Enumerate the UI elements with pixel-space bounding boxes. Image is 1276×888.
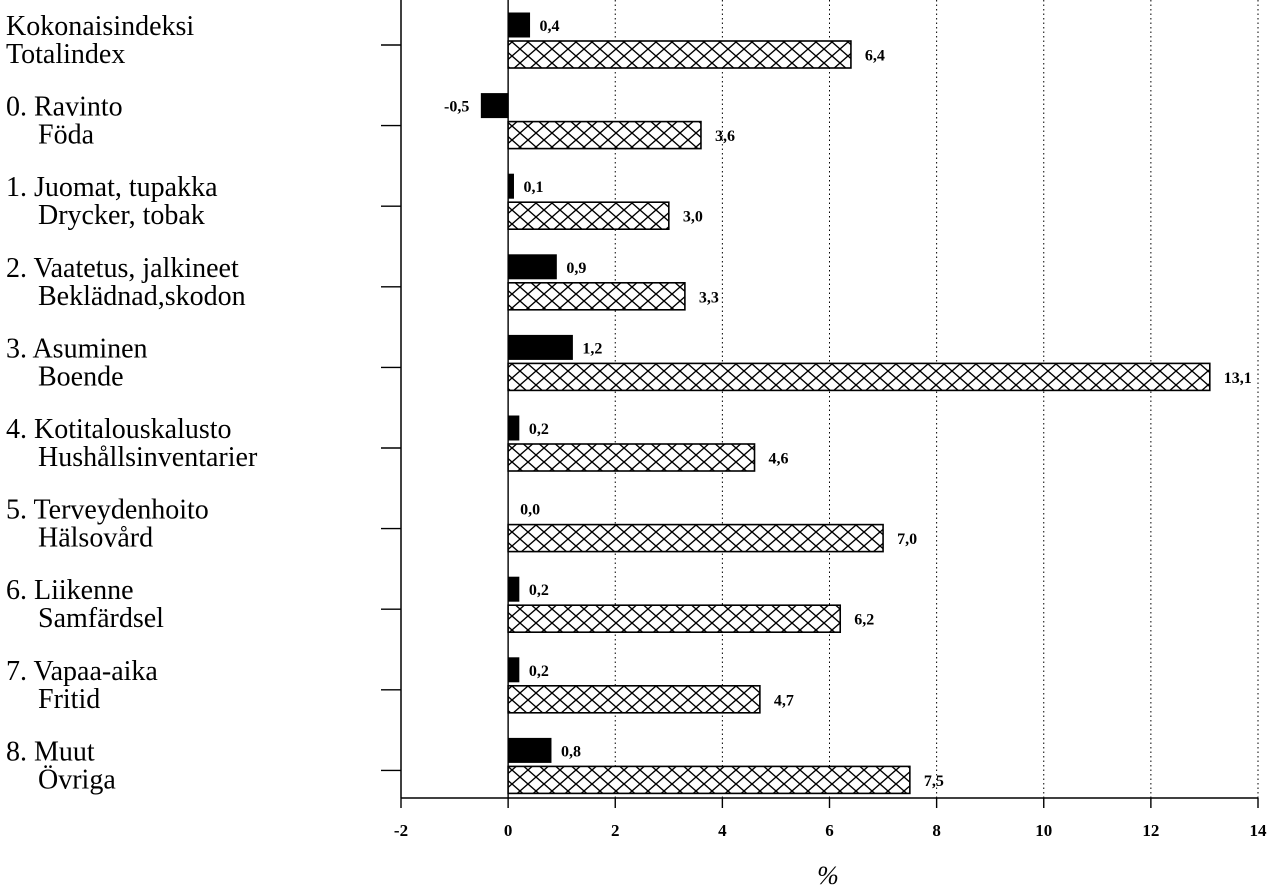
data-label: 0,2 [529,421,549,438]
data-label: 0,4 [540,18,560,35]
x-tick-label: 6 [825,821,834,840]
category-label-sv: Övriga [38,764,116,795]
data-label: 4,7 [774,692,794,709]
data-label: 0,8 [561,743,581,760]
bar-crosshatch [507,120,702,150]
data-label: 0,0 [520,502,540,519]
x-tick-label: 14 [1250,821,1268,840]
category-label-fi: 1. Juomat, tupakka [6,172,218,203]
category-label-sv: Hushållsinventarier [38,442,258,473]
category-label-fi: Kokonaisindeksi [6,11,194,42]
x-tick-label: 12 [1142,821,1159,840]
x-tick-label: 10 [1035,821,1052,840]
category-label-fi: 2. Vaatetus, jalkineet [6,253,239,284]
category-label-fi: 0. Ravinto [6,92,123,123]
bar-solid [507,254,557,280]
x-tick-label: 0 [504,821,513,840]
data-label: 7,0 [897,531,917,548]
bar-crosshatch [507,281,686,311]
bar-solid [507,576,520,602]
data-label: 1,2 [582,340,602,357]
data-label: 0,2 [529,582,549,599]
category-label-sv: Boende [38,361,124,392]
bar-solid [507,737,552,763]
bar-crosshatch [507,201,670,230]
x-tick-label: 4 [718,821,727,840]
data-label: 0,9 [566,260,586,277]
category-label-sv: Föda [38,120,95,151]
axes [381,0,1259,808]
bar-crosshatch [507,523,884,553]
category-label-fi: 3. Asuminen [6,333,148,364]
data-label: 4,6 [769,451,789,468]
bar-crosshatch [507,40,852,69]
x-tick-label: 8 [932,821,941,840]
data-label: -0,5 [444,99,469,116]
x-tick-label: -2 [394,821,408,840]
category-label-fi: 6. Liikenne [6,575,134,606]
data-label: 3,0 [683,209,703,226]
data-label: 0,2 [529,663,549,680]
bar-crosshatch [507,604,842,634]
bar-solid [507,415,520,441]
bar-crosshatch [507,765,911,795]
bar-solid [507,334,573,360]
bar-solid [480,93,509,119]
category-label-fi: 4. Kotitalouskalusto [6,414,232,445]
data-label: 7,5 [924,773,944,790]
bar-solid [507,173,514,199]
category-label-sv: Totalindex [6,39,125,70]
category-label-sv: Fritid [38,684,100,715]
data-label: 6,4 [865,48,885,65]
category-label-sv: Drycker, tobak [38,200,205,231]
data-label: 13,1 [1224,370,1252,387]
x-tick-label: 2 [611,821,620,840]
category-label-sv: Beklädnad,skodon [38,281,246,312]
bar-crosshatch [507,362,1211,392]
data-label: 3,3 [699,289,719,306]
category-label-sv: Samfärdsel [38,603,164,634]
bar-crosshatch [507,443,756,472]
category-label-fi: 7. Vapaa-aika [6,656,158,687]
bars [480,12,1211,795]
x-axis-unit-label: % [817,861,839,888]
data-label: 0,1 [523,179,543,196]
data-label: 6,2 [854,612,874,629]
data-label: 3,6 [715,128,735,145]
bar-crosshatch [507,684,761,714]
category-label-fi: 5. Terveydenhoito [6,495,209,526]
category-label-fi: 8. Muut [6,736,95,767]
bar-solid [507,657,520,683]
category-label-sv: Hälsovård [38,523,153,554]
bar-solid [507,12,531,38]
